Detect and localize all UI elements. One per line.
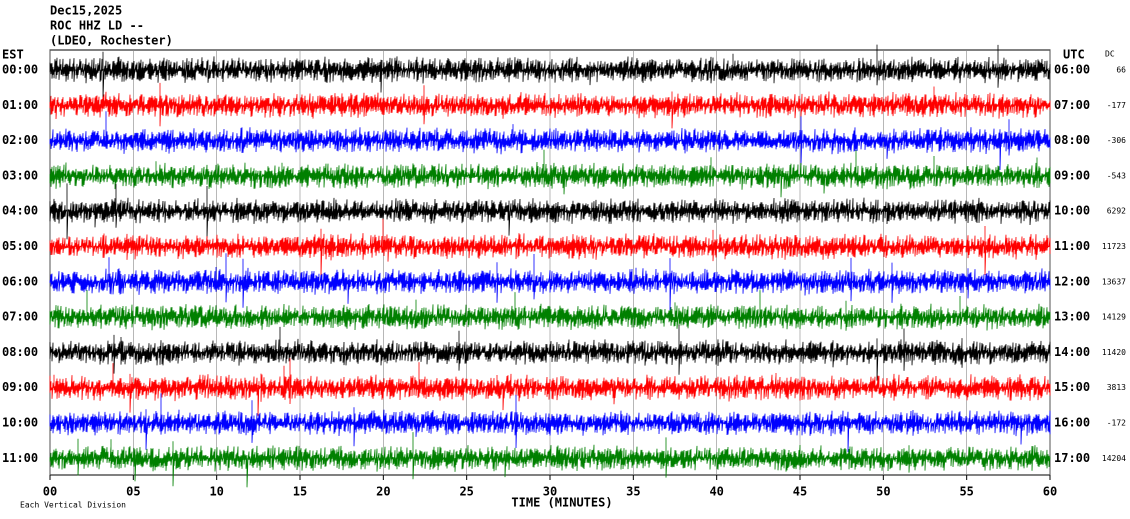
dc-value: -543: [1107, 171, 1126, 180]
est-label: 07:00: [2, 310, 38, 324]
utc-label: 10:00: [1054, 204, 1090, 218]
trace: [49, 358, 1051, 416]
utc-label: 08:00: [1054, 133, 1090, 147]
trace: [49, 324, 1051, 381]
utc-label: 17:00: [1054, 451, 1090, 465]
dc-value: 14129: [1102, 313, 1126, 322]
trace: [49, 253, 1051, 311]
est-label: 06:00: [2, 274, 38, 288]
est-label: 11:00: [2, 451, 38, 465]
utc-label: 09:00: [1054, 168, 1090, 182]
utc-label: 12:00: [1054, 274, 1090, 288]
dc-value: 11723: [1102, 242, 1126, 251]
dc-value: 13637: [1102, 277, 1126, 286]
trace: [49, 218, 1051, 277]
est-label: 00:00: [2, 63, 38, 77]
utc-label: 07:00: [1054, 98, 1090, 112]
x-tick-label: 60: [1043, 485, 1057, 499]
x-tick-label: 55: [959, 485, 973, 499]
trace: [49, 44, 1051, 99]
est-label: 04:00: [2, 204, 38, 218]
est-label: 10:00: [2, 416, 38, 430]
dc-value: -172: [1107, 419, 1126, 428]
x-tick-label: 00: [43, 485, 57, 499]
utc-label: 15:00: [1054, 380, 1090, 394]
est-label: 05:00: [2, 239, 38, 253]
est-label: 09:00: [2, 380, 38, 394]
title-line: (LDEO, Rochester): [50, 34, 173, 48]
right-header: UTC: [1063, 48, 1085, 62]
traces: [49, 44, 1051, 488]
x-tick-label: 50: [876, 485, 890, 499]
utc-label: 14:00: [1054, 345, 1090, 359]
x-tick-label: 05: [126, 485, 140, 499]
utc-label: 16:00: [1054, 416, 1090, 430]
dc-value: 11420: [1102, 348, 1126, 357]
trace: [49, 82, 1051, 129]
est-label: 02:00: [2, 133, 38, 147]
footnote: Each Vertical Division: [20, 501, 126, 510]
trace: [49, 111, 1051, 171]
trace: [49, 432, 1051, 488]
x-tick-label: 40: [709, 485, 723, 499]
x-tick-label: 15: [293, 485, 307, 499]
utc-label: 13:00: [1054, 310, 1090, 324]
trace: [49, 183, 1051, 240]
trace: [49, 149, 1051, 198]
dc-value: 14204: [1102, 454, 1126, 463]
x-tick-label: 35: [626, 485, 640, 499]
dc-value: 66: [1116, 66, 1126, 75]
est-label: 03:00: [2, 168, 38, 182]
trace: [49, 393, 1051, 453]
trace: [49, 290, 1051, 331]
x-tick-label: 20: [376, 485, 390, 499]
dc-value: -177: [1107, 101, 1126, 110]
dc-value: 3813: [1107, 383, 1126, 392]
x-tick-label: 45: [793, 485, 807, 499]
dc-value: -306: [1107, 136, 1126, 145]
est-label: 01:00: [2, 98, 38, 112]
x-tick-label: 25: [459, 485, 473, 499]
utc-label: 06:00: [1054, 63, 1090, 77]
est-label: 08:00: [2, 345, 38, 359]
dc-value: 6292: [1107, 207, 1126, 216]
title-line: ROC HHZ LD --: [50, 19, 144, 33]
title-line: Dec15,2025: [50, 4, 122, 18]
left-header: EST: [2, 48, 24, 62]
x-tick-label: 30: [543, 485, 557, 499]
utc-label: 11:00: [1054, 239, 1090, 253]
x-tick-label: 10: [209, 485, 223, 499]
x-axis-label: TIME (MINUTES): [511, 496, 612, 510]
dc-header: DC: [1105, 50, 1115, 59]
